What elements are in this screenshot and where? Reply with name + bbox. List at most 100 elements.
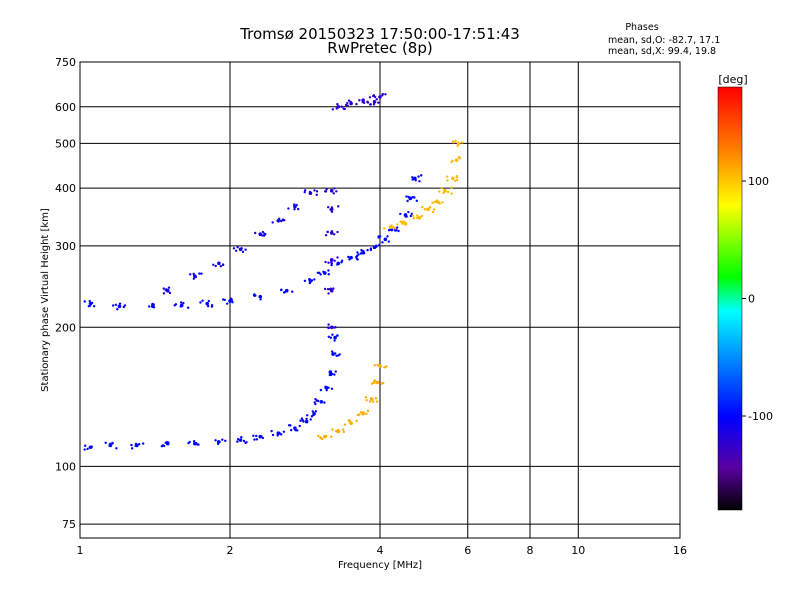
data-point <box>410 212 413 215</box>
data-point <box>433 200 436 204</box>
data-point <box>148 305 151 308</box>
data-point <box>335 430 339 433</box>
data-point <box>325 434 328 438</box>
data-point <box>295 203 298 207</box>
data-point <box>375 400 379 403</box>
data-point <box>415 216 419 220</box>
data-point <box>151 302 154 306</box>
data-point <box>192 277 196 280</box>
data-point <box>327 206 330 209</box>
data-point <box>279 433 283 436</box>
data-point <box>329 287 333 290</box>
data-point <box>326 326 330 329</box>
data-point <box>340 259 344 263</box>
data-point <box>245 441 248 444</box>
data-point <box>240 247 243 250</box>
data-point <box>90 301 94 305</box>
data-point <box>212 263 215 266</box>
data-point <box>440 186 443 190</box>
data-point <box>372 100 377 104</box>
data-point <box>240 436 243 439</box>
data-point <box>179 301 183 304</box>
data-point <box>419 174 423 177</box>
data-point <box>417 216 422 220</box>
data-point <box>335 190 338 193</box>
data-point <box>384 93 387 96</box>
data-point <box>327 323 330 326</box>
data-point <box>332 192 335 195</box>
data-point <box>305 417 308 421</box>
data-point <box>201 299 204 302</box>
data-point <box>259 298 262 301</box>
data-point <box>323 401 326 404</box>
y-tick-label: 600 <box>55 101 76 114</box>
data-point <box>405 195 408 198</box>
data-point <box>162 292 166 295</box>
data-point <box>297 207 300 211</box>
data-point <box>327 335 330 338</box>
data-point <box>391 226 395 229</box>
data-point <box>331 108 335 111</box>
x-tick-label: 8 <box>527 544 534 557</box>
data-point <box>308 190 312 194</box>
data-point <box>330 435 333 438</box>
data-point <box>340 105 343 108</box>
data-point <box>293 204 296 208</box>
data-point <box>333 187 336 190</box>
data-point <box>323 287 327 291</box>
data-point <box>381 94 384 97</box>
data-point <box>223 298 226 302</box>
data-point <box>375 380 380 385</box>
data-point <box>117 304 122 309</box>
data-point <box>382 227 386 230</box>
data-point <box>83 448 86 451</box>
data-point <box>355 102 358 106</box>
data-point <box>423 208 426 211</box>
data-point <box>219 264 223 268</box>
data-point <box>381 241 384 244</box>
data-point <box>86 447 89 451</box>
data-point <box>362 411 365 414</box>
y-tick-label: 500 <box>55 137 76 150</box>
data-point <box>371 400 375 403</box>
data-point <box>428 205 432 209</box>
data-point <box>456 144 459 147</box>
data-point <box>303 189 307 192</box>
y-axis-label: Stationary phase Virtual Height [km] <box>40 208 51 392</box>
data-point <box>348 419 351 422</box>
chart-subtitle: RwPretec (8p) <box>327 39 432 57</box>
data-point <box>336 230 339 234</box>
data-point <box>167 286 171 289</box>
data-point <box>405 215 408 218</box>
data-point <box>346 104 349 107</box>
data-point <box>330 206 334 209</box>
data-point <box>387 229 391 232</box>
data-point <box>331 350 334 353</box>
data-point <box>346 101 349 105</box>
data-point <box>330 230 334 233</box>
data-point <box>314 410 318 413</box>
data-point <box>454 139 457 143</box>
data-point <box>88 446 91 449</box>
data-point <box>174 303 178 306</box>
data-point <box>252 434 255 437</box>
data-point <box>335 354 338 357</box>
x-tick-label: 10 <box>571 544 585 557</box>
data-point <box>224 439 227 443</box>
data-point <box>327 273 330 276</box>
data-point <box>347 99 351 102</box>
data-point <box>304 419 309 424</box>
data-point <box>431 201 434 205</box>
data-point <box>319 273 322 276</box>
data-point <box>276 434 279 437</box>
data-point <box>164 288 167 292</box>
data-point <box>446 179 449 182</box>
data-point <box>278 431 281 435</box>
data-point <box>319 399 324 404</box>
data-point <box>255 434 258 438</box>
data-point <box>199 301 202 304</box>
data-point <box>313 278 316 281</box>
data-point <box>152 306 156 309</box>
data-point <box>115 447 118 450</box>
data-point <box>289 428 293 432</box>
